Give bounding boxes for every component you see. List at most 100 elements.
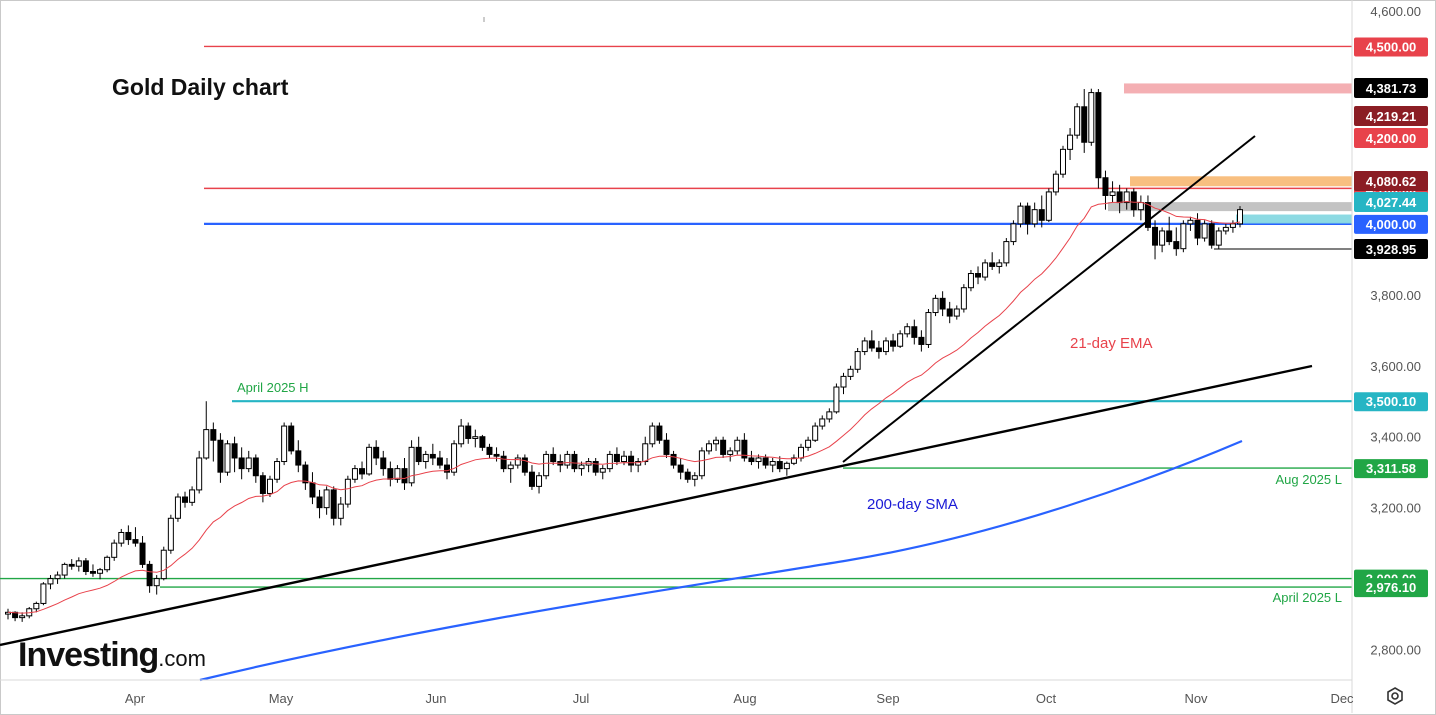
candle-body [436,457,443,466]
price-badge-bg [1354,37,1428,57]
zone-4100 [1130,176,1352,187]
candle-body [1137,202,1144,211]
candle [373,440,380,466]
candle-body [918,336,925,345]
candle [1222,223,1229,235]
candle-body [89,571,96,574]
candle-body [189,489,196,503]
candle [960,284,967,313]
candle-body [259,475,266,494]
price-badge: 4,381.73 [1354,78,1428,98]
candle [224,440,231,476]
candle [982,259,989,281]
candle-body [330,489,337,519]
candle-body [153,578,160,587]
candle-body [1180,223,1187,250]
candle-body [1144,202,1151,228]
candle [826,408,833,423]
candle-body [755,457,762,463]
candle [1045,188,1052,223]
candle-body [394,468,401,480]
price-badge-label: 2,976.10 [1366,580,1417,595]
price-badge-bg [1354,392,1428,412]
candle [54,571,61,584]
settings-icon[interactable] [1385,686,1405,706]
candle [698,447,705,480]
candle [868,330,875,352]
candle [451,440,458,476]
candle-body [224,443,231,473]
candle [1010,220,1017,246]
candle [1024,202,1031,235]
candle-body [196,457,203,491]
candle [642,436,649,466]
candle [550,447,557,466]
candle-body [210,429,217,441]
candle-body [571,453,578,470]
candle [61,562,68,579]
candle-body [1159,230,1166,246]
candle-body [656,425,663,441]
candle-body [302,464,309,484]
candle [599,465,606,480]
candle-body [762,457,769,466]
candle-body [465,425,472,439]
candle-body [182,496,189,503]
candle [1194,213,1201,246]
candle-body [344,478,351,505]
candle-body [33,602,40,610]
candle [571,450,578,473]
candle-body [1038,209,1045,221]
candle [514,454,521,469]
candle [132,527,139,547]
candle [805,436,812,451]
candle-body [500,455,507,470]
candle [274,457,281,483]
candle [82,558,89,576]
candle-body [1194,219,1201,239]
candle-body [684,471,691,480]
candle-body [1208,223,1215,246]
candle-body [982,262,989,278]
candle [854,348,861,373]
price-badge-label: 4,200.00 [1366,131,1417,146]
candle-body [507,464,514,470]
candle-body [875,347,882,353]
candle-body [840,375,847,388]
candle-body [897,333,904,347]
investing-logo[interactable]: Investing.com [18,636,206,675]
price-badge: 2,976.10 [1354,578,1428,598]
candle-body [1109,191,1116,196]
candle [727,447,734,462]
candle [861,337,868,356]
candle [1229,220,1236,233]
candle-body [1173,241,1180,250]
candle [748,450,755,466]
candle [238,447,245,480]
candle-body [925,312,932,345]
candle-body [1003,241,1010,264]
price-badge-label: 4,080.62 [1366,174,1417,189]
candle-body [663,439,670,455]
candle [210,422,217,462]
candle-body [1010,223,1017,243]
candle [882,337,889,356]
candle [890,333,897,352]
candle-body [118,531,125,544]
candle-body [996,262,1003,267]
price-badge-label: 3,500.10 [1366,394,1417,409]
candle-body [174,496,181,519]
candle-body [578,464,585,470]
candle [408,440,415,487]
candle [819,415,826,430]
candle-body [125,531,132,541]
candle [507,461,514,483]
y-tick-label: 3,600.00 [1370,359,1421,374]
price-badge-bg [1354,78,1428,98]
candle-body [521,457,528,473]
candle [585,457,592,473]
candle [443,457,450,480]
candle-body [989,262,996,267]
price-badge-bg [1354,128,1428,148]
candle [387,461,394,487]
